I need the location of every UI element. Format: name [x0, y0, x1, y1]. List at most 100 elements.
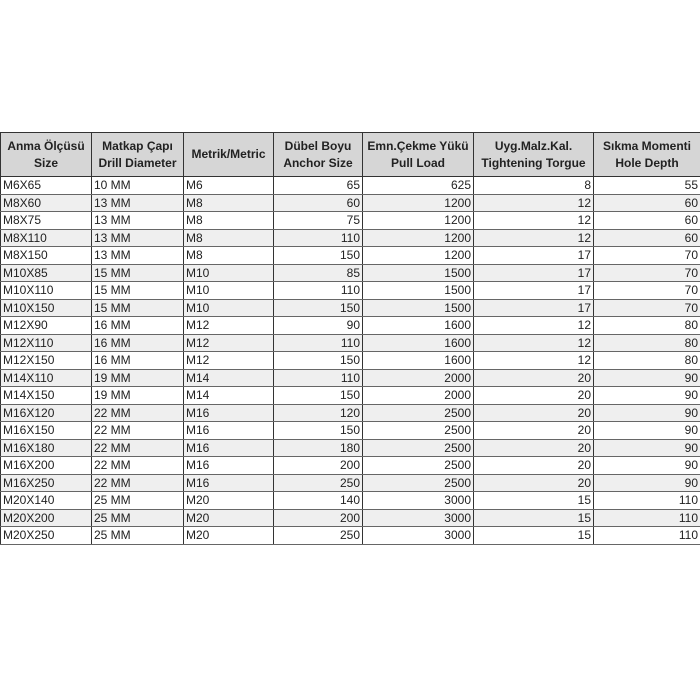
cell-size: M8X110: [0, 228, 92, 247]
table-row: M20X250 25 MM M20 250 3000 15 110: [0, 526, 700, 545]
cell-metric: M8: [183, 246, 274, 265]
cell-drill-diameter: 25 MM: [91, 526, 184, 545]
cell-hole-depth: 80: [593, 351, 700, 370]
anchor-spec-table: Anma Ölçüsü Size Matkap Çapı Drill Diameter…: [0, 132, 700, 545]
cell-anchor-size: 180: [273, 438, 363, 457]
cell-metric: M12: [183, 351, 274, 370]
cell-pull-load: 3000: [362, 526, 474, 545]
cell-metric: M20: [183, 526, 274, 545]
cell-anchor-size: 110: [273, 281, 363, 300]
cell-hole-depth: 90: [593, 473, 700, 492]
cell-pull-load: 3000: [362, 491, 474, 510]
cell-drill-diameter: 19 MM: [91, 368, 184, 387]
table-row: M10X85 15 MM M10 85 1500 17 70: [0, 263, 700, 282]
table-row: M10X150 15 MM M10 150 1500 17 70: [0, 298, 700, 317]
table-row: M12X110 16 MM M12 110 1600 12 80: [0, 333, 700, 352]
header-line: Tightening Torgue: [481, 155, 586, 170]
table-row: M8X110 13 MM M8 110 1200 12 60: [0, 228, 700, 247]
cell-metric: M12: [183, 316, 274, 335]
header-line: Drill Diameter: [98, 155, 177, 170]
cell-drill-diameter: 22 MM: [91, 438, 184, 457]
cell-hole-depth: 70: [593, 298, 700, 317]
cell-size: M16X120: [0, 403, 92, 422]
cell-tightening-torque: 20: [473, 386, 594, 405]
cell-hole-depth: 110: [593, 508, 700, 527]
table-row: M20X200 25 MM M20 200 3000 15 110: [0, 508, 700, 527]
cell-drill-diameter: 22 MM: [91, 456, 184, 475]
cell-size: M10X110: [0, 281, 92, 300]
header-line: Anma Ölçüsü: [7, 138, 85, 153]
cell-metric: M16: [183, 421, 274, 440]
cell-size: M16X200: [0, 456, 92, 475]
cell-pull-load: 2000: [362, 368, 474, 387]
cell-drill-diameter: 16 MM: [91, 333, 184, 352]
cell-size: M8X75: [0, 211, 92, 230]
cell-anchor-size: 150: [273, 421, 363, 440]
cell-metric: M10: [183, 281, 274, 300]
cell-tightening-torque: 12: [473, 333, 594, 352]
cell-metric: M16: [183, 438, 274, 457]
cell-tightening-torque: 15: [473, 491, 594, 510]
cell-metric: M12: [183, 333, 274, 352]
cell-pull-load: 2500: [362, 403, 474, 422]
cell-pull-load: 1200: [362, 211, 474, 230]
header-line: Anchor Size: [283, 155, 353, 170]
cell-anchor-size: 60: [273, 193, 363, 212]
table-row: M8X150 13 MM M8 150 1200 17 70: [0, 246, 700, 265]
column-header-metric: Metrik/Metric: [183, 132, 274, 177]
cell-hole-depth: 90: [593, 438, 700, 457]
cell-size: M6X65: [0, 176, 92, 195]
cell-tightening-torque: 20: [473, 421, 594, 440]
cell-size: M16X250: [0, 473, 92, 492]
cell-size: M12X90: [0, 316, 92, 335]
table-row: M12X90 16 MM M12 90 1600 12 80: [0, 316, 700, 335]
cell-anchor-size: 140: [273, 491, 363, 510]
cell-pull-load: 1500: [362, 263, 474, 282]
cell-anchor-size: 250: [273, 526, 363, 545]
cell-hole-depth: 80: [593, 333, 700, 352]
header-line: Dübel Boyu: [284, 138, 352, 153]
header-line: Sıkma Momenti: [602, 138, 692, 153]
table-row: M16X200 22 MM M16 200 2500 20 90: [0, 456, 700, 475]
cell-anchor-size: 150: [273, 298, 363, 317]
cell-pull-load: 2000: [362, 386, 474, 405]
column-header-drill-diameter: Matkap Çapı Drill Diameter: [91, 132, 184, 177]
column-header-size: Anma Ölçüsü Size: [0, 132, 92, 177]
cell-size: M20X250: [0, 526, 92, 545]
header-line: Size: [33, 155, 58, 170]
cell-anchor-size: 110: [273, 228, 363, 247]
table-row: M14X110 19 MM M14 110 2000 20 90: [0, 368, 700, 387]
cell-tightening-torque: 12: [473, 316, 594, 335]
table-row: M6X65 10 MM M6 65 625 8 55: [0, 176, 700, 195]
cell-hole-depth: 90: [593, 386, 700, 405]
cell-size: M20X140: [0, 491, 92, 510]
cell-drill-diameter: 19 MM: [91, 386, 184, 405]
cell-anchor-size: 85: [273, 263, 363, 282]
column-header-tightening-torque: Uyg.Malz.Kal. Tightening Torgue: [473, 132, 594, 177]
table-row: M16X250 22 MM M16 250 2500 20 90: [0, 473, 700, 492]
cell-hole-depth: 60: [593, 211, 700, 230]
cell-size: M14X110: [0, 368, 92, 387]
cell-hole-depth: 70: [593, 263, 700, 282]
cell-tightening-torque: 12: [473, 193, 594, 212]
cell-anchor-size: 90: [273, 316, 363, 335]
cell-hole-depth: 70: [593, 281, 700, 300]
cell-hole-depth: 90: [593, 456, 700, 475]
table-row: M16X120 22 MM M16 120 2500 20 90: [0, 403, 700, 422]
cell-metric: M8: [183, 228, 274, 247]
cell-size: M12X150: [0, 351, 92, 370]
cell-pull-load: 3000: [362, 508, 474, 527]
cell-size: M10X150: [0, 298, 92, 317]
cell-tightening-torque: 12: [473, 211, 594, 230]
cell-drill-diameter: 16 MM: [91, 316, 184, 335]
cell-drill-diameter: 22 MM: [91, 473, 184, 492]
cell-metric: M8: [183, 211, 274, 230]
cell-pull-load: 2500: [362, 456, 474, 475]
cell-anchor-size: 200: [273, 508, 363, 527]
cell-hole-depth: 60: [593, 193, 700, 212]
cell-tightening-torque: 20: [473, 473, 594, 492]
cell-anchor-size: 150: [273, 246, 363, 265]
cell-pull-load: 1600: [362, 333, 474, 352]
table-row: M14X150 19 MM M14 150 2000 20 90: [0, 386, 700, 405]
cell-size: M16X180: [0, 438, 92, 457]
